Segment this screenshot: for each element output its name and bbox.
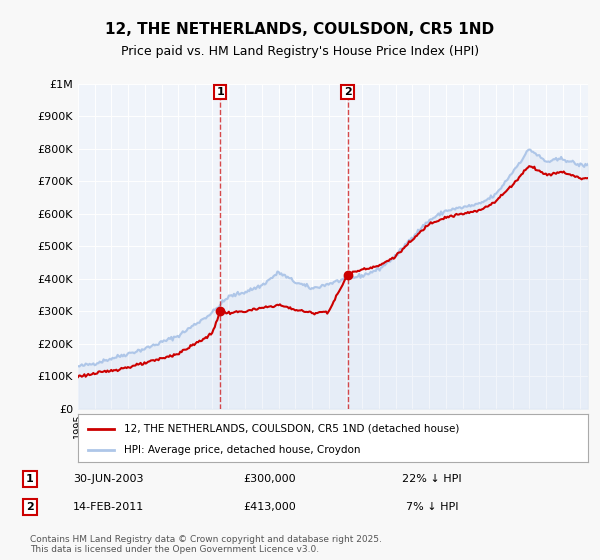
Text: 14-FEB-2011: 14-FEB-2011 — [73, 502, 143, 512]
Text: 30-JUN-2003: 30-JUN-2003 — [73, 474, 143, 484]
Text: Contains HM Land Registry data © Crown copyright and database right 2025.
This d: Contains HM Land Registry data © Crown c… — [30, 535, 382, 554]
Text: 2: 2 — [344, 87, 352, 97]
Text: 1: 1 — [216, 87, 224, 97]
Text: HPI: Average price, detached house, Croydon: HPI: Average price, detached house, Croy… — [124, 445, 361, 455]
Text: 2: 2 — [26, 502, 34, 512]
Text: 7% ↓ HPI: 7% ↓ HPI — [406, 502, 458, 512]
Text: Price paid vs. HM Land Registry's House Price Index (HPI): Price paid vs. HM Land Registry's House … — [121, 45, 479, 58]
Text: 22% ↓ HPI: 22% ↓ HPI — [402, 474, 462, 484]
Text: £413,000: £413,000 — [244, 502, 296, 512]
Text: £300,000: £300,000 — [244, 474, 296, 484]
Text: 12, THE NETHERLANDS, COULSDON, CR5 1ND: 12, THE NETHERLANDS, COULSDON, CR5 1ND — [106, 22, 494, 38]
Text: 1: 1 — [26, 474, 34, 484]
Text: 12, THE NETHERLANDS, COULSDON, CR5 1ND (detached house): 12, THE NETHERLANDS, COULSDON, CR5 1ND (… — [124, 424, 459, 433]
